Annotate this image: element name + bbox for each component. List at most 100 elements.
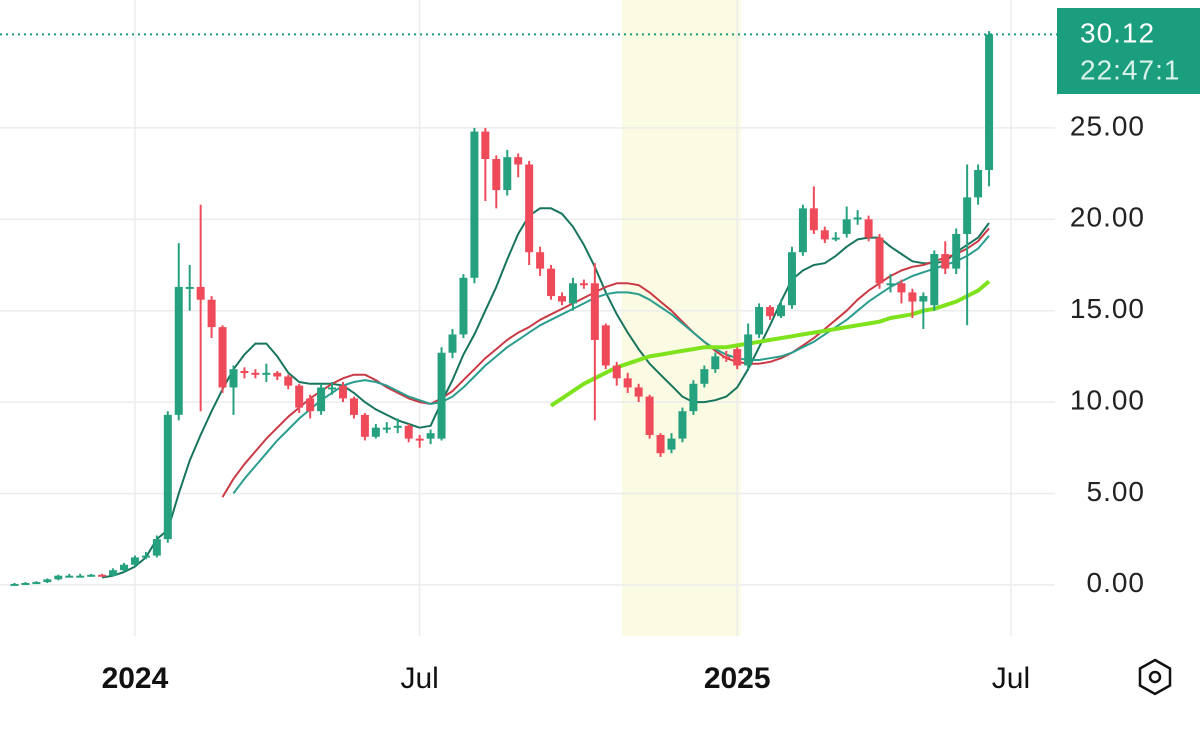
candle-body (919, 296, 928, 302)
candle-body (196, 286, 205, 300)
candle-body (87, 574, 96, 577)
candle-body (459, 277, 468, 335)
x-tick-label: Jul (992, 662, 1030, 695)
candle-body (579, 283, 588, 286)
candles (10, 31, 994, 586)
candle-body (941, 254, 950, 269)
candle-body (470, 131, 479, 278)
candle-body (152, 539, 161, 556)
candle-body (492, 159, 501, 191)
candle-body (98, 574, 107, 577)
candle-body (415, 438, 424, 441)
candle-body (393, 425, 402, 428)
candle-body (853, 217, 862, 220)
price-badge (1057, 8, 1200, 94)
candle-body (262, 372, 271, 375)
candle-body (711, 356, 720, 370)
candle-body (864, 219, 873, 238)
candle-body (109, 570, 118, 576)
candle-body (207, 299, 216, 328)
candle-body (930, 254, 939, 306)
candle-body (777, 305, 785, 317)
candle-body (875, 237, 884, 284)
candle-body (328, 387, 337, 390)
candle-body (43, 579, 52, 583)
moving-averages (101, 207, 991, 579)
candle-body (21, 583, 30, 585)
candle-body (645, 396, 654, 435)
candle-body (908, 292, 917, 302)
candle-body (733, 349, 742, 366)
settings-icon-dot (1148, 670, 1162, 684)
candle-body (76, 575, 85, 578)
candle-body (831, 237, 840, 240)
candle-body (65, 575, 74, 578)
candle-body (547, 268, 556, 297)
candle-body (371, 427, 380, 437)
candle-body (634, 387, 643, 397)
candle-body (349, 398, 358, 415)
candle-body (667, 438, 676, 450)
candle-body (689, 383, 698, 412)
time-label: 22:47:1 (1080, 54, 1180, 85)
candle-body (820, 230, 829, 240)
candle-body (10, 583, 19, 586)
candle-body (700, 369, 709, 384)
candle-body (240, 371, 249, 373)
candle-body (284, 376, 293, 386)
candle-body (897, 283, 906, 293)
candle-body (404, 425, 413, 439)
y-tick-label: 5.00 (1087, 476, 1146, 507)
candle-body (985, 34, 994, 170)
candle-body (886, 283, 895, 286)
ma-line (549, 279, 991, 408)
candle-body (568, 283, 577, 304)
candle-body (963, 197, 972, 234)
candle-body (185, 286, 194, 289)
x-tick-label: Jul (400, 662, 438, 695)
candle-body (536, 252, 545, 269)
candle-body (590, 283, 599, 340)
highlight-range (622, 0, 741, 636)
y-tick-label: 10.00 (1070, 384, 1145, 415)
candle-body (787, 252, 796, 306)
candle-body (766, 307, 775, 317)
candle-body (798, 208, 807, 253)
candle-body (163, 414, 172, 540)
candle-body (623, 378, 632, 388)
candle-body (120, 564, 128, 571)
candle-body (382, 427, 391, 430)
candle-body (317, 387, 326, 412)
candle-body (32, 582, 41, 585)
candle-body (612, 365, 621, 379)
candle-body (295, 385, 304, 408)
candle-body (339, 385, 347, 399)
candle-body (251, 372, 260, 375)
candle-body (558, 296, 566, 302)
candle-body (656, 434, 665, 454)
candle-body (678, 411, 687, 439)
candle-body (306, 398, 315, 412)
y-tick-label: 25.00 (1070, 110, 1145, 141)
candle-body (54, 575, 63, 580)
candle-body (141, 555, 150, 558)
candle-body (601, 325, 610, 366)
candle-body (809, 208, 818, 231)
y-tick-label: 15.00 (1070, 293, 1145, 324)
candle-body (503, 157, 512, 191)
ma-line (101, 207, 990, 579)
settings-icon[interactable] (1138, 658, 1172, 696)
candle-body (426, 433, 435, 439)
candle-body (744, 334, 753, 366)
y-tick-label: 0.00 (1087, 567, 1146, 598)
x-tick-label: 2024 (102, 662, 169, 695)
x-tick-label: 2025 (704, 662, 771, 695)
candle-body (174, 286, 183, 415)
ma-line (232, 235, 990, 494)
candle-body (130, 557, 139, 565)
candle-body (229, 369, 238, 388)
candle-body (525, 164, 534, 253)
candle-body (974, 169, 983, 198)
candle-body (360, 414, 369, 437)
